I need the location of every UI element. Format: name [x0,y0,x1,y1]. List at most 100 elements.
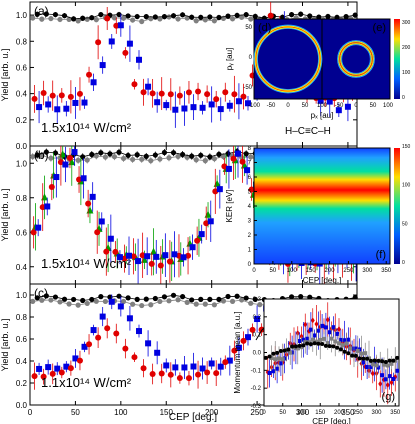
momentum-ring-d [255,26,321,92]
x-tick-label: 0 [28,408,33,417]
data-point [112,248,119,255]
data-point [199,104,206,111]
y-tick-label: 0.0 [16,142,28,151]
panel-de: (d) (e) 0 100 200 300 -100 -50 0 50 100 -50 0 50 100 -5… [225,18,411,120]
data-point [76,90,83,97]
data-point [139,302,145,309]
data-point [273,357,278,362]
panel-label: (a) [34,4,49,18]
data-point [382,362,386,367]
data-point [208,360,215,367]
data-point [30,298,36,304]
y-tick-label: 7 [248,161,252,167]
data-point [229,298,236,304]
data-point [167,91,174,98]
data-point [286,347,291,352]
data-point [312,333,317,338]
data-point [244,167,251,174]
data-point [243,151,249,157]
data-point [327,330,332,335]
data-point [195,371,202,378]
data-point [39,297,45,303]
data-point [81,343,88,350]
data-point [380,373,385,378]
data-point [36,365,43,372]
data-point [89,193,96,200]
data-point [107,151,113,157]
data-point [93,17,99,23]
data-point [148,260,155,267]
data-point [243,295,249,301]
data-point [170,292,177,298]
data-point [323,343,328,348]
momentum-ring-d [256,27,320,91]
data-point [198,14,204,20]
data-point [226,357,233,364]
data-point [295,346,300,351]
panel-label: (e) [373,22,386,34]
y-tick-label: 0.0 [16,401,28,410]
data-point [217,363,224,370]
data-point [170,13,177,19]
data-point [235,150,242,157]
data-point [98,294,104,300]
data-point [277,356,281,361]
data-point [387,374,392,379]
data-point [98,11,104,18]
data-point [202,17,208,23]
data-point [71,149,78,156]
data-point [130,17,136,23]
data-point [352,12,358,18]
data-point [189,14,195,20]
data-point [327,344,332,349]
data-point [225,13,231,19]
data-point [39,204,46,211]
data-point [195,88,202,95]
data-point [107,235,114,242]
data-point [301,337,306,342]
x-tick-label: 350 [390,410,401,416]
data-point [190,363,197,370]
data-point [158,90,165,97]
y-axis-label: KER [eV] [225,190,234,223]
x-tick-label: 300 [362,268,373,274]
molecule-label: H–C≡C–H [285,126,331,137]
momentum-ring-e [337,40,375,78]
data-point [305,341,310,346]
x-tick-label: 150 [315,410,326,416]
data-point [53,174,60,181]
data-point [297,339,302,344]
data-point [80,175,87,182]
data-point [136,56,142,63]
x-tick-label: 100 [296,410,307,416]
data-point [108,38,115,45]
data-point [370,370,375,377]
data-point [111,15,118,21]
data-point [93,298,99,304]
data-point [34,152,40,158]
x-tick-label: 150 [306,268,317,274]
data-point [145,340,152,347]
data-point [85,200,92,207]
data-point [89,151,95,158]
data-point [102,298,108,305]
data-point [72,99,79,106]
data-point [257,302,263,308]
data-point [149,90,156,97]
data-point [198,152,204,158]
data-point [335,345,340,350]
data-point [225,293,231,300]
data-point [202,158,208,164]
x-tick-label: -50 [335,103,344,109]
data-point [58,369,65,376]
x-tick-label: 0 [252,268,256,274]
data-point [67,365,74,372]
data-point [216,14,222,21]
x-axis-label: CEP [deg.] [169,412,217,423]
data-point [355,348,360,353]
data-point [35,224,42,231]
data-point [320,342,325,347]
data-point [120,155,127,162]
data-point [45,364,52,371]
data-point [203,220,210,227]
